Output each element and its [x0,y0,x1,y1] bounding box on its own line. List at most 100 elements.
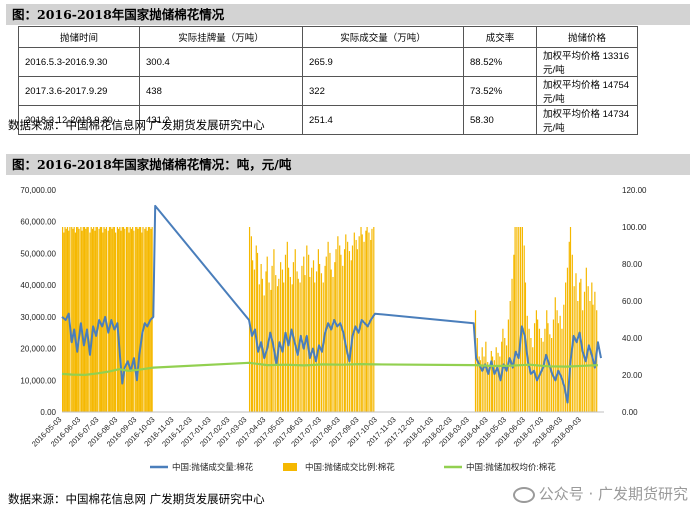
bar [478,356,480,412]
bar [585,267,587,412]
bar [554,297,556,412]
bar [549,334,551,412]
bar [490,350,492,412]
bar [571,254,573,412]
bar [561,328,563,412]
watermark: 公众号 · 广发期货研究 [512,483,688,504]
table-cell: 73.52% [463,76,537,106]
y-right-tick-label: 20.00 [622,371,643,380]
bar [591,282,593,412]
bar [488,365,491,412]
bar [118,228,120,412]
legend-swatch [283,463,297,471]
bar [107,230,109,412]
bar [99,227,101,412]
bar [582,310,584,412]
bar [80,227,82,412]
bar [504,338,506,412]
table-cell: 加权平均价格 13316 元/吨 [536,47,638,77]
bar [565,282,567,412]
bar [63,232,65,412]
bar [268,282,270,412]
table-row: 2017.3.6-2017.9.29 438 322 73.52% 加权平均价格… [18,76,638,106]
y-left-tick-label: 0.00 [40,408,56,417]
auction-chart: 0.00 10,000.00 20,000.00 30,000.00 40,000.00… [20,186,647,472]
bar [89,232,91,412]
bar [535,310,538,412]
bar [339,245,341,412]
bar [371,228,373,412]
bar [265,271,267,412]
series-line-price [61,361,598,376]
bar [546,310,548,412]
bar [499,356,501,412]
bar [485,341,487,412]
bar [130,228,133,412]
legend-label: 中国:抛储成交量:棉花 [172,462,254,472]
bar [483,356,485,412]
bar [96,227,98,412]
bar [481,347,483,412]
chart-legend: 中国:抛储成交量:棉花 中国:抛储成交比例:棉花 中国:抛储加权均价:棉花 [150,462,556,472]
y-left-tick-label: 30,000.00 [20,313,56,322]
bar [144,228,146,412]
bar [516,227,518,412]
bar [373,227,375,412]
bar [340,254,342,412]
table-cell: 2018.3.12-2018.9.30 [18,105,140,135]
bar [366,227,368,412]
data-source-note: 数据来源：中国棉花信息网 广发期货发展研究中心 [8,118,265,132]
bar [491,356,494,412]
bar [93,227,95,412]
bar [124,228,126,412]
section-title-table: 图：2016-2018年国家抛储棉花情况 [6,4,690,25]
bar [129,227,131,412]
table-cell: 251.4 [302,105,464,135]
bar [76,227,78,412]
bar [306,245,308,412]
table-cell: 431.2 [139,105,303,135]
bar [589,301,591,412]
bar [317,249,319,412]
bar [547,323,549,412]
bar [358,236,360,412]
bar [474,310,477,412]
table-header-cell: 抛储价格 [536,26,638,48]
bar [74,232,76,412]
line-series-group [61,204,602,404]
bar [141,232,143,412]
bar [119,227,121,412]
bar [347,241,349,412]
bar [138,227,140,412]
bar [511,278,513,412]
watermark-text: 公众号 · 广发期货研究 [538,485,688,503]
bar [487,362,489,412]
bar [330,269,332,412]
bar [108,227,111,412]
bar [122,227,125,412]
bar [319,264,321,412]
bar [532,347,534,412]
table-cell: 322 [302,76,464,106]
bar [72,228,74,412]
bar [540,338,542,412]
table-row: 2016.5.3-2016.9.30 300.4 265.9 88.52% 加权… [18,47,638,77]
bar [95,227,97,412]
y-left-tick-label: 40,000.00 [20,281,56,290]
bar [542,341,544,412]
bar [521,227,523,412]
bar [133,230,135,412]
bar [363,241,365,412]
bar [495,347,497,412]
bar [100,227,103,412]
bar [128,232,130,412]
bar [325,256,327,412]
bar [361,234,363,412]
bar [579,282,581,412]
y-left-tick-label: 20,000.00 [20,345,56,354]
bar [514,227,516,412]
table-header-cell: 成交率 [463,26,537,48]
bar [343,249,346,412]
y-right-tick-label: 100.00 [622,223,647,232]
bar [256,252,259,412]
